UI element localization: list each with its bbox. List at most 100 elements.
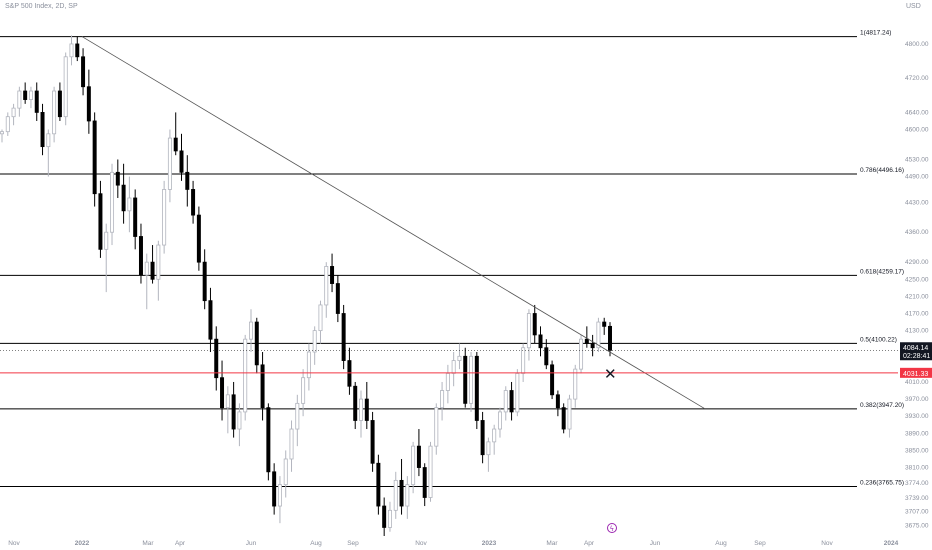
candle-body-45[interactable] [260, 364, 265, 409]
candle-body-66[interactable] [382, 505, 387, 528]
candle-body-56[interactable] [324, 266, 329, 306]
candle-body-82[interactable] [474, 355, 479, 421]
candle-body-3[interactable] [17, 90, 22, 109]
candle-body-98[interactable] [567, 398, 572, 430]
candle-body-36[interactable] [208, 300, 213, 340]
candle-body-0[interactable] [0, 131, 4, 135]
candle-body-32[interactable] [185, 171, 190, 190]
candle-body-10[interactable] [57, 90, 62, 118]
candle-body-95[interactable] [550, 364, 555, 396]
last-price-tag[interactable] [900, 342, 932, 361]
candle-body-5[interactable] [28, 90, 33, 100]
candle-body-72[interactable] [416, 445, 421, 468]
candle-body-103[interactable] [596, 321, 601, 349]
candle-body-15[interactable] [86, 86, 91, 122]
candle-body-16[interactable] [92, 120, 97, 195]
candle-body-105[interactable] [608, 325, 612, 351]
candle-body-70[interactable] [405, 484, 410, 507]
candle-body-41[interactable] [237, 411, 242, 430]
candle-body-43[interactable] [248, 321, 253, 340]
candle-body-88[interactable] [509, 390, 514, 413]
candle-body-90[interactable] [521, 347, 526, 374]
candle-body-55[interactable] [318, 304, 323, 332]
candle-body-69[interactable] [399, 479, 404, 507]
candle-body-30[interactable] [173, 137, 178, 152]
candle-body-23[interactable] [133, 197, 138, 237]
candle-body-74[interactable] [428, 445, 433, 498]
candle-body-21[interactable] [121, 184, 126, 212]
candle-body-35[interactable] [202, 261, 207, 302]
candle-body-29[interactable] [167, 137, 172, 190]
candle-body-31[interactable] [179, 150, 184, 173]
candle-body-48[interactable] [277, 484, 282, 507]
candle-body-14[interactable] [81, 56, 86, 88]
candle-body-64[interactable] [370, 420, 375, 464]
candle-body-63[interactable] [364, 398, 369, 421]
candle-body-7[interactable] [40, 112, 45, 148]
candle-body-12[interactable] [69, 43, 74, 58]
candle-body-13[interactable] [75, 43, 80, 58]
candle-body-33[interactable] [191, 189, 196, 216]
candle-body-57[interactable] [330, 266, 335, 284]
candle-body-81[interactable] [469, 355, 474, 404]
lightning-icon[interactable]: ϟ [610, 525, 615, 533]
candle-body-49[interactable] [283, 458, 288, 486]
candle-body-83[interactable] [480, 420, 485, 456]
candle-body-51[interactable] [295, 402, 300, 430]
candle-body-2[interactable] [11, 107, 16, 118]
candle-body-58[interactable] [335, 283, 340, 314]
candle-body-47[interactable] [272, 471, 277, 507]
candle-body-46[interactable] [266, 407, 271, 473]
candle-body-22[interactable] [127, 197, 132, 212]
candle-body-52[interactable] [301, 377, 306, 404]
candle-body-96[interactable] [555, 394, 560, 409]
candle-body-1[interactable] [5, 116, 10, 133]
candle-body-78[interactable] [451, 360, 456, 374]
candle-body-67[interactable] [387, 509, 392, 528]
trend-line[interactable] [81, 36, 706, 410]
candle-body-6[interactable] [34, 90, 39, 113]
candle-body-44[interactable] [254, 321, 259, 366]
candle-body-85[interactable] [492, 428, 497, 443]
candle-body-62[interactable] [359, 398, 364, 421]
candle-body-89[interactable] [515, 373, 520, 413]
candle-body-99[interactable] [573, 368, 578, 400]
candle-body-91[interactable] [526, 313, 531, 349]
candle-body-28[interactable] [162, 189, 167, 246]
candle-body-37[interactable] [214, 338, 219, 379]
candle-body-102[interactable] [590, 343, 595, 349]
candle-body-101[interactable] [584, 338, 589, 344]
candle-body-54[interactable] [312, 330, 317, 353]
candle-body-77[interactable] [445, 373, 450, 391]
candle-body-76[interactable] [440, 390, 445, 409]
candle-body-34[interactable] [196, 214, 201, 263]
candle-body-87[interactable] [503, 390, 508, 413]
candle-body-11[interactable] [63, 56, 68, 118]
candle-body-4[interactable] [23, 90, 28, 100]
candle-body-97[interactable] [561, 407, 566, 430]
candle-body-71[interactable] [411, 445, 416, 486]
candle-body-73[interactable] [422, 467, 427, 498]
candle-body-53[interactable] [306, 351, 311, 379]
candle-body-104[interactable] [602, 321, 607, 327]
candle-body-80[interactable] [463, 355, 468, 404]
candle-body-38[interactable] [220, 377, 225, 409]
red-line-tag[interactable] [900, 367, 932, 378]
candle-body-42[interactable] [243, 338, 248, 413]
candle-body-20[interactable] [115, 171, 120, 186]
candle-body-86[interactable] [497, 411, 502, 430]
candle-body-39[interactable] [225, 394, 230, 409]
candle-body-19[interactable] [110, 171, 115, 233]
candle-body-60[interactable] [347, 360, 352, 387]
candle-body-93[interactable] [538, 334, 543, 349]
candle-body-25[interactable] [144, 261, 149, 276]
candle-body-79[interactable] [457, 355, 462, 361]
candle-body-61[interactable] [353, 385, 358, 421]
candle-body-59[interactable] [341, 313, 346, 361]
candle-body-26[interactable] [150, 261, 155, 280]
candle-body-50[interactable] [289, 428, 294, 460]
candle-body-17[interactable] [98, 193, 103, 250]
candle-body-68[interactable] [393, 479, 398, 511]
candle-body-94[interactable] [544, 347, 549, 366]
